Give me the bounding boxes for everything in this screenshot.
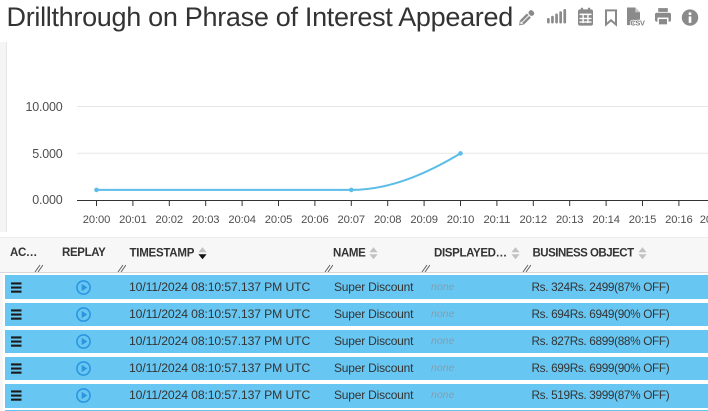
svg-text:CSV: CSV xyxy=(630,18,645,27)
